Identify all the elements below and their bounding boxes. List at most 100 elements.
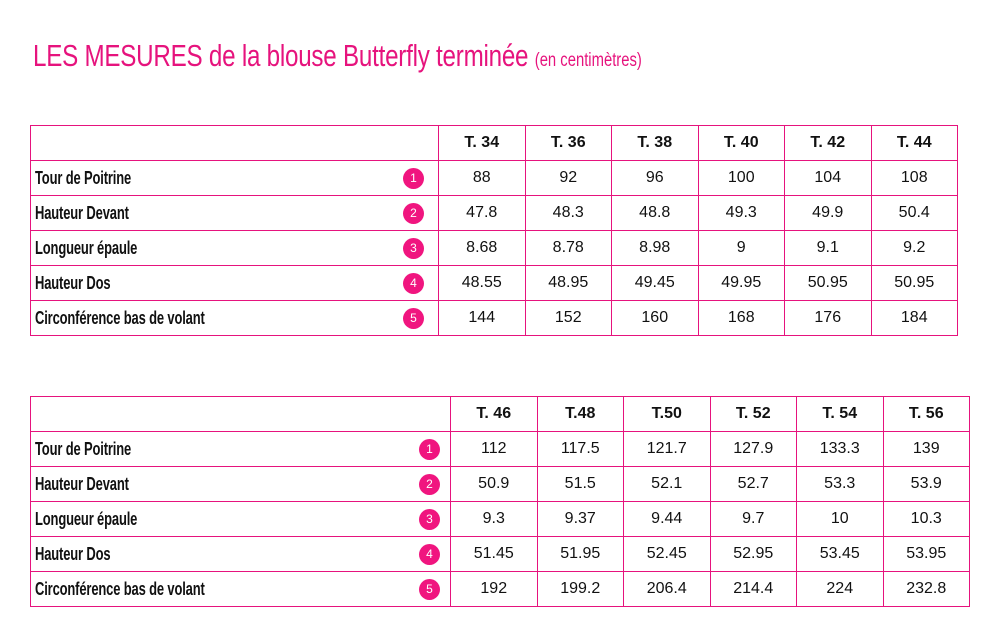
- value-cell: 9.37: [536, 501, 624, 537]
- table-row: Circonférence bas de volant 5 192 199.2 …: [30, 571, 970, 607]
- value-cell: 10: [796, 501, 884, 537]
- row-label-cell: Circonférence bas de volant 5: [30, 571, 451, 607]
- title-main: LES MESURES de la blouse Butterfly termi…: [33, 38, 529, 73]
- value-cell: 52.1: [623, 466, 711, 502]
- value-cell: 51.45: [450, 536, 538, 572]
- value-cell: 121.7: [623, 431, 711, 467]
- row-label: Hauteur Dos: [35, 272, 111, 293]
- table-row: Circonférence bas de volant 5 144 152 16…: [30, 300, 958, 336]
- page-title: LES MESURES de la blouse Butterfly termi…: [33, 38, 642, 74]
- number-badge: 4: [403, 273, 424, 294]
- number-badge: 3: [403, 238, 424, 259]
- value-cell: 48.55: [438, 265, 526, 301]
- row-label-cell: Longueur épaule 3: [30, 501, 451, 537]
- value-cell: 192: [450, 571, 538, 607]
- value-cell: 160: [611, 300, 699, 336]
- value-cell: 88: [438, 160, 526, 196]
- value-cell: 139: [882, 431, 970, 467]
- value-cell: 49.9: [784, 195, 872, 231]
- row-label: Tour de Poitrine: [35, 438, 132, 459]
- number-badge: 3: [419, 509, 440, 530]
- value-cell: 108: [870, 160, 958, 196]
- size-header: T. 54: [796, 396, 884, 432]
- value-cell: 10.3: [882, 501, 970, 537]
- size-header: T. 56: [882, 396, 970, 432]
- row-label: Circonférence bas de volant: [35, 578, 205, 599]
- value-cell: 232.8: [882, 571, 970, 607]
- value-cell: 52.45: [623, 536, 711, 572]
- size-header: T.50: [623, 396, 711, 432]
- row-label-cell: Circonférence bas de volant 5: [30, 300, 439, 336]
- value-cell: 52.7: [709, 466, 797, 502]
- row-label: Circonférence bas de volant: [35, 307, 205, 328]
- value-cell: 214.4: [709, 571, 797, 607]
- table-row: Hauteur Dos 4 48.55 48.95 49.45 49.95 50…: [30, 265, 958, 301]
- value-cell: 50.4: [870, 195, 958, 231]
- number-badge: 4: [419, 544, 440, 565]
- size-header: T. 46: [450, 396, 538, 432]
- value-cell: 8.68: [438, 230, 526, 266]
- measurements-table-1: T. 34 T. 36 T. 38 T. 40 T. 42 T. 44 Tour…: [30, 125, 958, 336]
- value-cell: 53.95: [882, 536, 970, 572]
- value-cell: 144: [438, 300, 526, 336]
- value-cell: 92: [524, 160, 612, 196]
- value-cell: 53.3: [796, 466, 884, 502]
- value-cell: 48.95: [524, 265, 612, 301]
- value-cell: 50.9: [450, 466, 538, 502]
- table-row: Tour de Poitrine 1 88 92 96 100 104 108: [30, 160, 958, 196]
- value-cell: 127.9: [709, 431, 797, 467]
- value-cell: 49.3: [697, 195, 785, 231]
- number-badge: 5: [419, 579, 440, 600]
- row-label: Hauteur Devant: [35, 473, 129, 494]
- value-cell: 104: [784, 160, 872, 196]
- value-cell: 53.9: [882, 466, 970, 502]
- value-cell: 8.78: [524, 230, 612, 266]
- header-row: T. 46 T.48 T.50 T. 52 T. 54 T. 56: [30, 396, 970, 432]
- value-cell: 51.5: [536, 466, 624, 502]
- value-cell: 152: [524, 300, 612, 336]
- size-header: T. 36: [524, 125, 612, 161]
- value-cell: 52.95: [709, 536, 797, 572]
- row-label-cell: Hauteur Dos 4: [30, 536, 451, 572]
- value-cell: 50.95: [870, 265, 958, 301]
- measurements-table-2: T. 46 T.48 T.50 T. 52 T. 54 T. 56 Tour d…: [30, 396, 970, 607]
- value-cell: 49.45: [611, 265, 699, 301]
- value-cell: 53.45: [796, 536, 884, 572]
- value-cell: 48.3: [524, 195, 612, 231]
- table-row: Hauteur Devant 2 47.8 48.3 48.8 49.3 49.…: [30, 195, 958, 231]
- row-label: Hauteur Dos: [35, 543, 111, 564]
- row-label: Longueur épaule: [35, 508, 138, 529]
- row-label-cell: Tour de Poitrine 1: [30, 160, 439, 196]
- value-cell: 199.2: [536, 571, 624, 607]
- value-cell: 184: [870, 300, 958, 336]
- row-label-cell: Hauteur Devant 2: [30, 466, 451, 502]
- row-label-cell: Tour de Poitrine 1: [30, 431, 451, 467]
- value-cell: 176: [784, 300, 872, 336]
- table-row: Longueur épaule 3 8.68 8.78 8.98 9 9.1 9…: [30, 230, 958, 266]
- value-cell: 8.98: [611, 230, 699, 266]
- row-label: Tour de Poitrine: [35, 167, 132, 188]
- size-header: T. 34: [438, 125, 526, 161]
- row-label: Hauteur Devant: [35, 202, 129, 223]
- size-header: T. 42: [784, 125, 872, 161]
- size-header: T. 44: [870, 125, 958, 161]
- value-cell: 9.3: [450, 501, 538, 537]
- row-label: Longueur épaule: [35, 237, 138, 258]
- title-subtitle: (en centimètres): [534, 50, 642, 71]
- table-row: Hauteur Dos 4 51.45 51.95 52.45 52.95 53…: [30, 536, 970, 572]
- row-label-cell: Longueur épaule 3: [30, 230, 439, 266]
- header-row: T. 34 T. 36 T. 38 T. 40 T. 42 T. 44: [30, 125, 958, 161]
- value-cell: 51.95: [536, 536, 624, 572]
- value-cell: 9.7: [709, 501, 797, 537]
- value-cell: 49.95: [697, 265, 785, 301]
- value-cell: 47.8: [438, 195, 526, 231]
- number-badge: 5: [403, 308, 424, 329]
- number-badge: 2: [403, 203, 424, 224]
- table-row: Tour de Poitrine 1 112 117.5 121.7 127.9…: [30, 431, 970, 467]
- value-cell: 96: [611, 160, 699, 196]
- value-cell: 9.2: [870, 230, 958, 266]
- size-header: T. 52: [709, 396, 797, 432]
- value-cell: 206.4: [623, 571, 711, 607]
- value-cell: 50.95: [784, 265, 872, 301]
- value-cell: 224: [796, 571, 884, 607]
